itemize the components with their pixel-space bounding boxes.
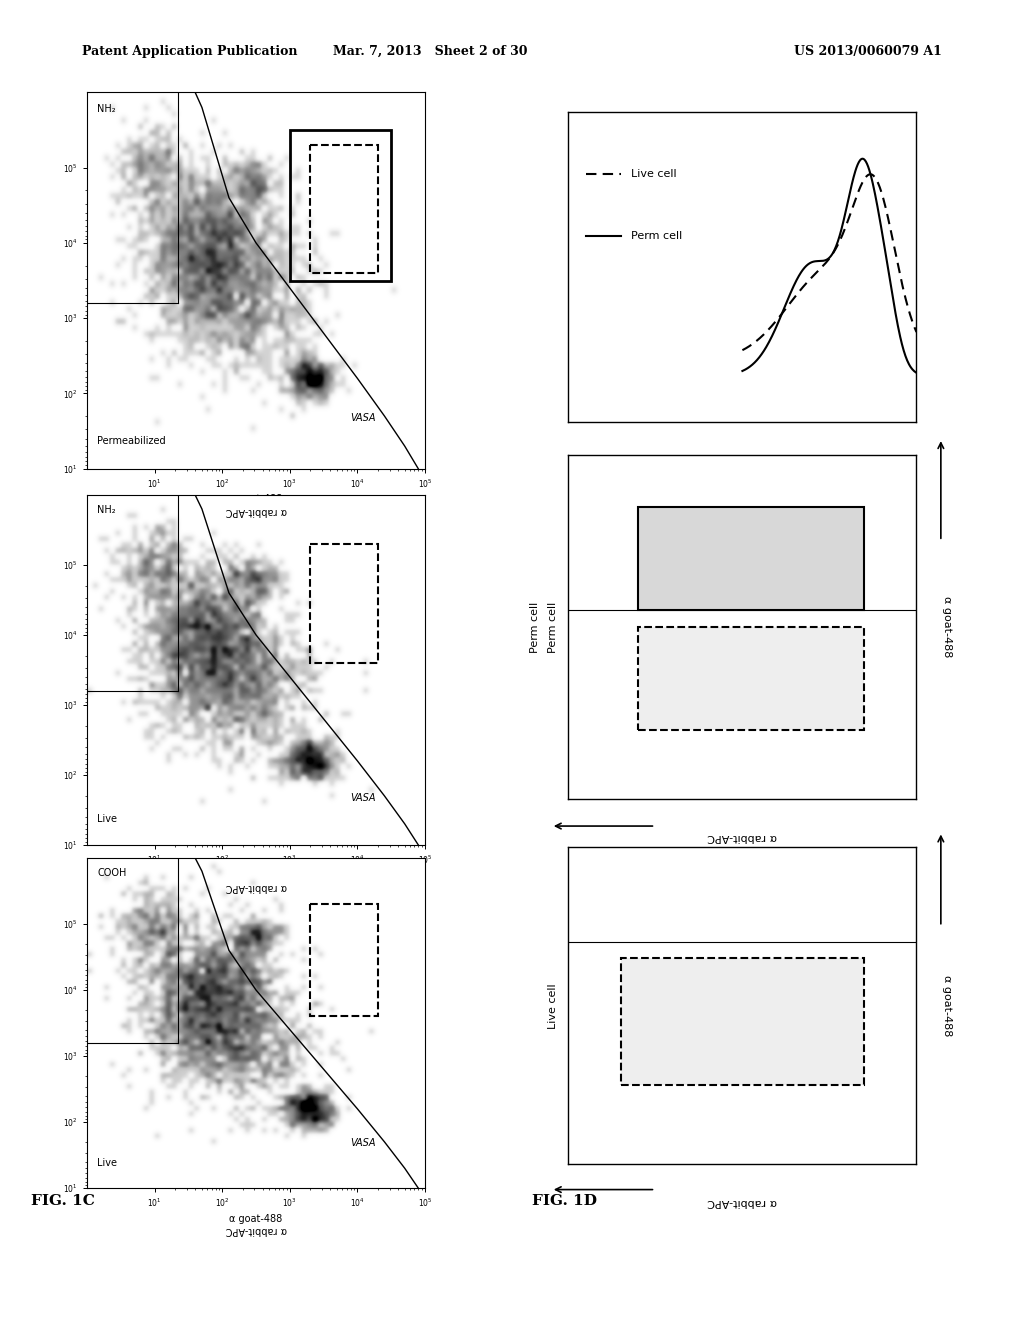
- Text: α rabbit-APC: α rabbit-APC: [225, 506, 287, 516]
- Text: α rabbit-APC: α rabbit-APC: [225, 1225, 287, 1236]
- Text: Live: Live: [97, 814, 117, 824]
- Text: Permeabilized: Permeabilized: [97, 436, 166, 446]
- Text: VASA: VASA: [350, 793, 376, 803]
- Text: Perm cell: Perm cell: [530, 602, 541, 652]
- Text: Mar. 7, 2013   Sheet 2 of 30: Mar. 7, 2013 Sheet 2 of 30: [333, 45, 527, 58]
- Bar: [310, 145, 378, 273]
- Text: Perm cell: Perm cell: [631, 231, 682, 242]
- Text: α goat-488: α goat-488: [942, 597, 952, 657]
- Bar: [638, 627, 864, 730]
- Text: VASA: VASA: [350, 413, 376, 424]
- Text: COOH: COOH: [97, 869, 127, 878]
- Text: α goat-488: α goat-488: [942, 975, 952, 1036]
- Text: Patent Application Publication: Patent Application Publication: [82, 45, 297, 58]
- Bar: [290, 131, 391, 281]
- Text: Live cell: Live cell: [548, 983, 558, 1028]
- Bar: [638, 507, 864, 610]
- Text: NH₂: NH₂: [97, 506, 116, 516]
- Bar: [621, 958, 864, 1085]
- X-axis label: α goat-488: α goat-488: [229, 870, 283, 880]
- Text: Perm cell: Perm cell: [548, 602, 558, 652]
- Text: Live: Live: [97, 1158, 117, 1168]
- Bar: [310, 544, 378, 663]
- Text: α rabbit-APC: α rabbit-APC: [708, 1197, 777, 1208]
- X-axis label: α goat-488: α goat-488: [229, 1213, 283, 1224]
- Text: US 2013/0060079 A1: US 2013/0060079 A1: [795, 45, 942, 58]
- Text: VASA: VASA: [350, 1138, 376, 1148]
- Text: FIG. 1D: FIG. 1D: [532, 1193, 597, 1208]
- Bar: [310, 904, 378, 1016]
- Text: NH₂: NH₂: [97, 104, 116, 114]
- Text: Live cell: Live cell: [631, 169, 677, 180]
- X-axis label: α goat-488: α goat-488: [229, 494, 283, 504]
- Text: α rabbit-APC: α rabbit-APC: [708, 832, 777, 842]
- Text: α rabbit-APC: α rabbit-APC: [225, 882, 287, 892]
- Text: FIG. 1C: FIG. 1C: [31, 1193, 94, 1208]
